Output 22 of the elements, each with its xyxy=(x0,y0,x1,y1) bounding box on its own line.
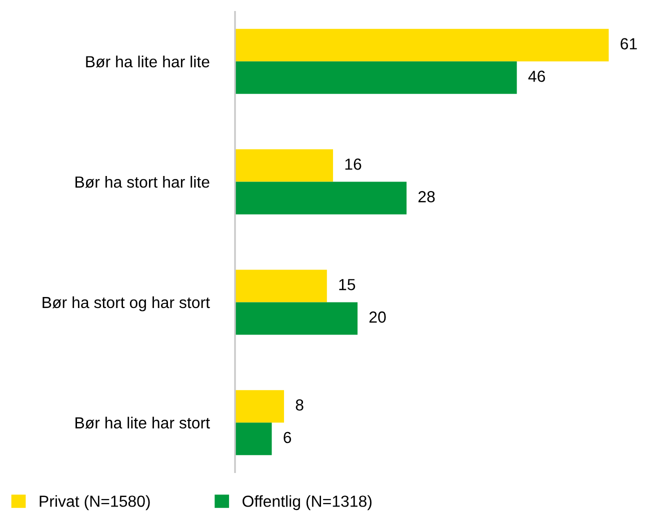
y-tick-label: Bør ha lite har lite xyxy=(86,56,210,68)
bar xyxy=(235,28,609,62)
y-tick-label: Bør ha stort har lite xyxy=(76,176,210,188)
data-label: 20 xyxy=(369,311,386,323)
bar xyxy=(235,422,272,456)
legend-label: Offentlig (N=1318) xyxy=(242,495,372,510)
bar xyxy=(235,61,517,94)
bar xyxy=(235,270,327,302)
bar xyxy=(235,182,407,214)
bar xyxy=(235,390,284,423)
data-label: 16 xyxy=(345,158,362,170)
y-tick-label: Bør ha stort og har stort xyxy=(42,296,210,312)
data-label: 61 xyxy=(620,38,637,50)
legend-label: Privat (N=1580) xyxy=(40,495,150,510)
data-label: 15 xyxy=(339,279,356,290)
bar xyxy=(235,149,334,182)
data-label: 6 xyxy=(284,432,292,444)
y-tick-label: Bør ha lite har stort xyxy=(76,416,210,429)
bar xyxy=(235,302,358,335)
data-label: 28 xyxy=(418,191,435,202)
data-label: 8 xyxy=(296,399,304,411)
data-label: 46 xyxy=(528,70,546,82)
